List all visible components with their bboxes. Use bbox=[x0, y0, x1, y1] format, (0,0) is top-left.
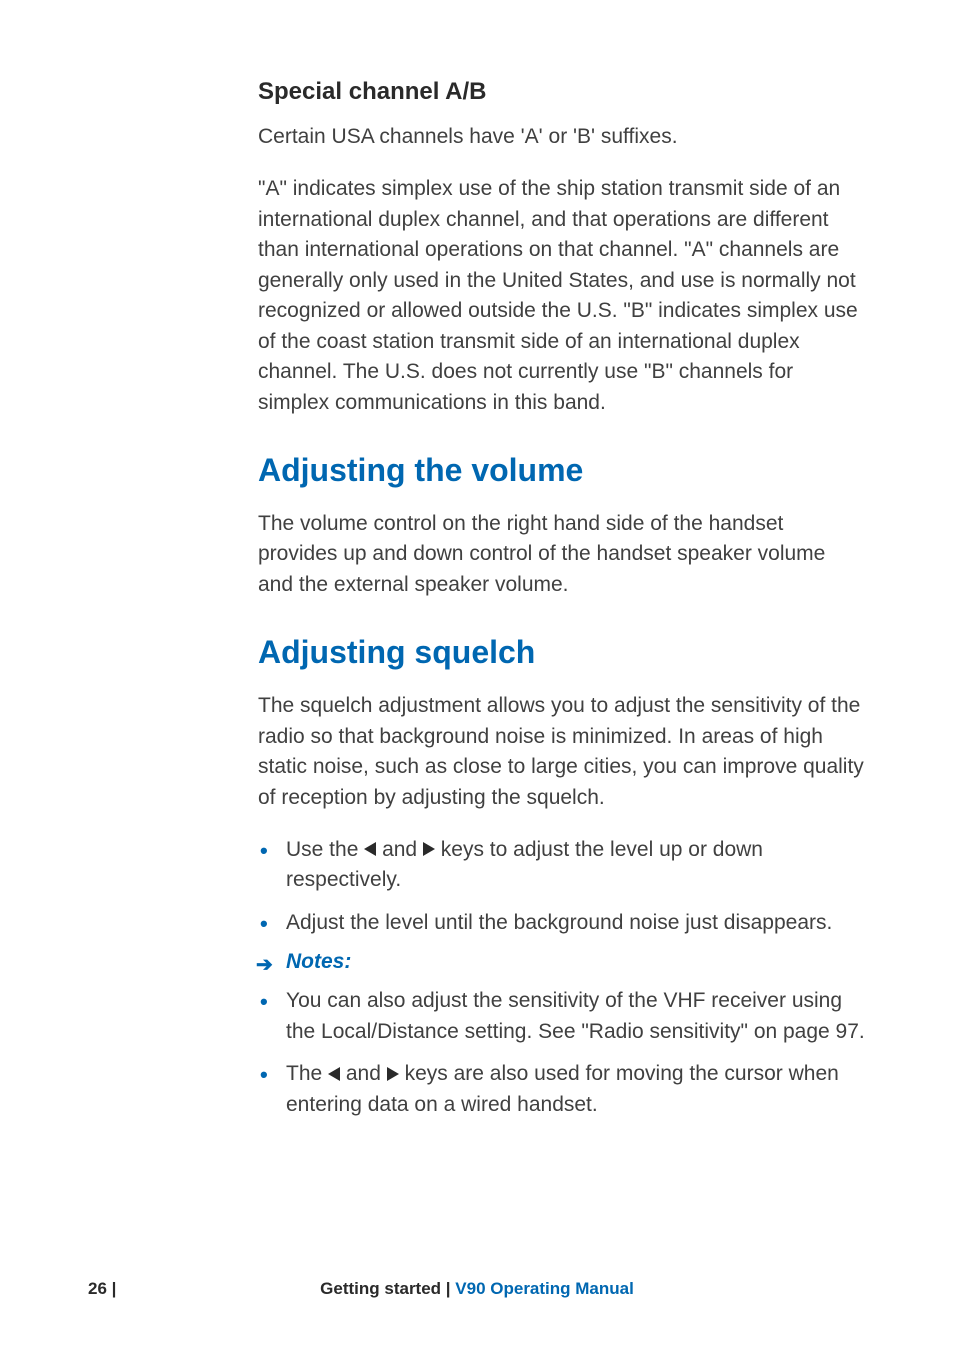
notes-heading: ➔ Notes: bbox=[258, 950, 866, 974]
list-item: Adjust the level until the background no… bbox=[258, 908, 866, 938]
adjusting-squelch-p1: The squelch adjustment allows you to adj… bbox=[258, 691, 866, 813]
left-arrow-icon bbox=[364, 842, 376, 856]
bullet-text-mid: and bbox=[382, 838, 423, 861]
footer-separator: | bbox=[446, 1279, 455, 1298]
list-item: The and keys are also used for moving th… bbox=[258, 1059, 866, 1120]
right-arrow-icon bbox=[423, 842, 435, 856]
list-item: Use the and keys to adjust the level up … bbox=[258, 835, 866, 896]
squelch-bullet-list: Use the and keys to adjust the level up … bbox=[258, 835, 866, 938]
bullet-text-pre: The bbox=[286, 1062, 328, 1085]
footer-manual: V90 Operating Manual bbox=[455, 1279, 634, 1298]
footer-center: Getting started | V90 Operating Manual bbox=[88, 1279, 866, 1299]
bullet-text-mid: and bbox=[346, 1062, 387, 1085]
special-channel-p1: Certain USA channels have 'A' or 'B' suf… bbox=[258, 122, 866, 152]
arrow-right-icon: ➔ bbox=[256, 952, 273, 977]
notes-bullet-list: You can also adjust the sensitivity of t… bbox=[258, 986, 866, 1120]
adjusting-volume-heading: Adjusting the volume bbox=[258, 452, 866, 489]
page-content: Special channel A/B Certain USA channels… bbox=[0, 0, 954, 1120]
notes-label: Notes: bbox=[286, 950, 351, 973]
footer-section: Getting started bbox=[320, 1279, 441, 1298]
adjusting-squelch-heading: Adjusting squelch bbox=[258, 634, 866, 671]
special-channel-p2: "A" indicates simplex use of the ship st… bbox=[258, 174, 866, 418]
list-item: You can also adjust the sensitivity of t… bbox=[258, 986, 866, 1047]
left-arrow-icon bbox=[328, 1067, 340, 1081]
page-footer: 26 | Getting started | V90 Operating Man… bbox=[88, 1279, 866, 1299]
special-channel-heading: Special channel A/B bbox=[258, 78, 866, 106]
right-arrow-icon bbox=[387, 1067, 399, 1081]
bullet-text-pre: Use the bbox=[286, 838, 364, 861]
adjusting-volume-p1: The volume control on the right hand sid… bbox=[258, 509, 866, 600]
